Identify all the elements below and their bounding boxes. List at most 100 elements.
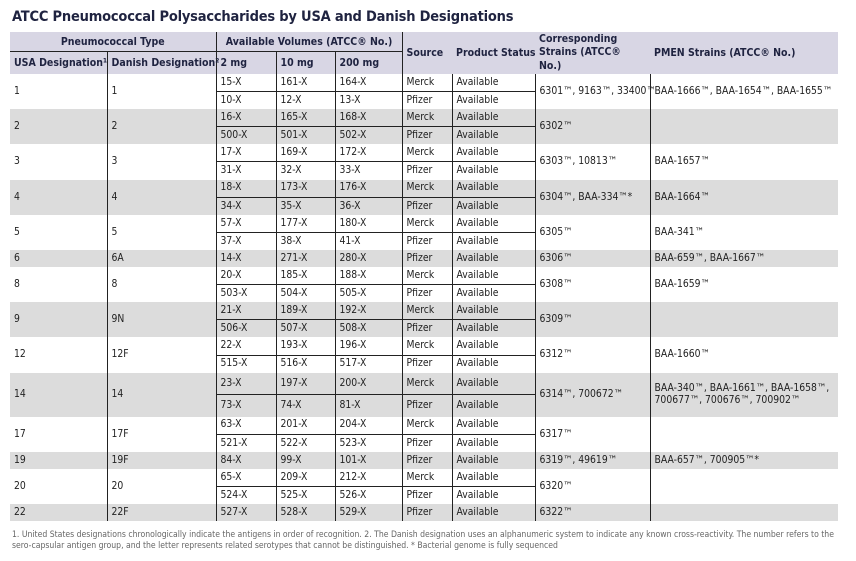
volume-10mg: 271-X: [275, 249, 336, 268]
volume-10mg: 189-X: [275, 302, 336, 321]
source: Pfizer: [401, 355, 453, 373]
corresponding-strains: 6304™, BAA-334™*: [534, 179, 651, 215]
usa-designation: 20: [14, 479, 26, 492]
volume-10mg: 504-X: [275, 284, 336, 303]
corresponding-strains: 6302™: [534, 109, 651, 145]
volume-2mg: 10-X: [215, 91, 277, 110]
header-2mg: 2 mg: [215, 51, 277, 74]
source: Pfizer: [401, 451, 453, 469]
volume-200mg: 36-X: [334, 197, 403, 215]
source: Merck: [401, 468, 453, 487]
usa-designation: 4: [10, 179, 107, 215]
volume-10mg: 38-X: [275, 232, 336, 250]
volume-2mg: 84-X: [215, 451, 277, 469]
danish-designation: 17F: [106, 416, 217, 452]
table-row: 9 9N 21-X 189-X 192-X Merck Available 6309™: [10, 302, 839, 338]
source: Pfizer: [401, 232, 453, 250]
volume-200mg: 212-X: [334, 468, 403, 487]
table-row: 524-X 525-X 526-X Pfizer Available: [10, 486, 838, 505]
page-title: ATCC Pneumococcal Polysaccharides by USA…: [12, 9, 514, 25]
header-pmen-strains: PMEN Strains (ATCC® No.): [650, 32, 839, 74]
pmen-strains: [649, 109, 839, 145]
product-status: Available: [451, 179, 536, 198]
volume-200mg: 101-X: [334, 451, 403, 469]
volume-10mg: 35-X: [275, 197, 336, 215]
volume-200mg: 176-X: [334, 179, 403, 198]
source: Pfizer: [401, 126, 453, 145]
volume-10mg: 32-X: [275, 161, 336, 180]
corresponding-strains: 6317™: [534, 416, 651, 452]
table-row: 5 5 57-X 177-X 180-X Merck Available 6305™ BAA-3…: [10, 214, 839, 250]
volume-200mg: 505-X: [334, 284, 403, 303]
pmen-strains: BAA-1666™, BAA-1654™, BAA-1655™: [649, 74, 839, 110]
volume-200mg: 280-X: [334, 249, 403, 268]
danish-designation: 4: [106, 179, 217, 215]
header-product-status: Product Status: [452, 32, 536, 74]
volume-2mg: 57-X: [215, 214, 277, 233]
pmen-strains: [649, 504, 839, 522]
volume-10mg: 522-X: [275, 434, 336, 452]
volume-2mg: 34-X: [215, 197, 277, 215]
product-status: Available: [451, 74, 536, 93]
table-row: 12 12F 22-X 193-X 196-X Merck Available 6312™ BA…: [10, 337, 839, 373]
volume-200mg: 526-X: [334, 486, 403, 505]
volume-10mg: 209-X: [275, 468, 336, 487]
volume-200mg: 41-X: [334, 232, 403, 250]
source: Pfizer: [401, 284, 453, 303]
header-pneumococcal-type: Pneumococcal Type: [10, 32, 217, 52]
source: Merck: [401, 179, 453, 198]
corresponding-strains: 6322™: [534, 504, 651, 522]
danish-designation: 19F: [106, 451, 217, 469]
volume-2mg: 37-X: [215, 232, 277, 250]
product-status: Available: [451, 416, 536, 435]
source: Pfizer: [401, 434, 453, 452]
volume-10mg: 525-X: [275, 486, 336, 505]
product-status: Available: [451, 337, 536, 356]
product-status: Available: [451, 468, 536, 487]
table-row: 1 1 15-X 161-X 164-X Merck Available 6301™, 916…: [10, 74, 839, 110]
volume-2mg: 18-X: [215, 179, 277, 198]
product-status: Available: [451, 249, 536, 268]
volume-10mg: 528-X: [275, 504, 336, 522]
volume-2mg: 524-X: [215, 486, 277, 505]
volume-10mg: 501-X: [275, 126, 336, 145]
header-source: Source: [401, 32, 453, 74]
source: Merck: [401, 302, 453, 321]
corresponding-strains: 6305™: [534, 214, 651, 250]
product-status: Available: [451, 451, 536, 469]
source: Merck: [401, 267, 453, 286]
danish-designation: 5: [106, 214, 217, 250]
usa-designation: 17: [14, 427, 26, 440]
volume-2mg: 506-X: [215, 319, 277, 338]
volume-2mg: 515-X: [215, 355, 277, 373]
volume-2mg: 21-X: [215, 302, 277, 321]
table-row: 31-X 32-X 33-X Pfizer Available: [10, 161, 838, 180]
source: Merck: [401, 74, 453, 93]
table-row: 521-X 522-X 523-X Pfizer Available: [10, 434, 838, 452]
volume-200mg: 523-X: [334, 434, 403, 452]
volume-10mg: 74-X: [275, 394, 336, 417]
danish-designation: 12F: [106, 337, 217, 373]
table-row: 515-X 516-X 517-X Pfizer Available: [10, 355, 838, 373]
source: Pfizer: [401, 486, 453, 505]
pmen-strains: BAA-1664™: [649, 179, 839, 215]
product-status: Available: [451, 284, 536, 303]
danish-designation: 6A: [106, 249, 217, 268]
usa-designation: 2: [10, 109, 107, 145]
table-row: 8 8 20-X 185-X 188-X Merck Available 6308™ BAA-1…: [10, 267, 839, 303]
volume-2mg: 15-X: [215, 74, 277, 93]
source: Pfizer: [401, 394, 453, 417]
product-status: Available: [451, 161, 536, 180]
header-200mg: 200 mg: [334, 51, 403, 74]
usa-designation: 3: [14, 155, 20, 168]
volume-200mg: 204-X: [334, 416, 403, 435]
source: Pfizer: [401, 197, 453, 215]
product-status: Available: [451, 232, 536, 250]
volume-2mg: 16-X: [215, 109, 277, 128]
source: Pfizer: [401, 91, 453, 110]
product-status: Available: [451, 109, 536, 128]
volume-2mg: 527-X: [215, 504, 277, 522]
table-row: 17 17F 63-X 201-X 204-X Merck Available 6317™: [10, 416, 839, 452]
volume-200mg: 172-X: [334, 144, 403, 163]
polysaccharides-table: Pneumococcal Type Available Volumes (ATC…: [10, 32, 839, 522]
